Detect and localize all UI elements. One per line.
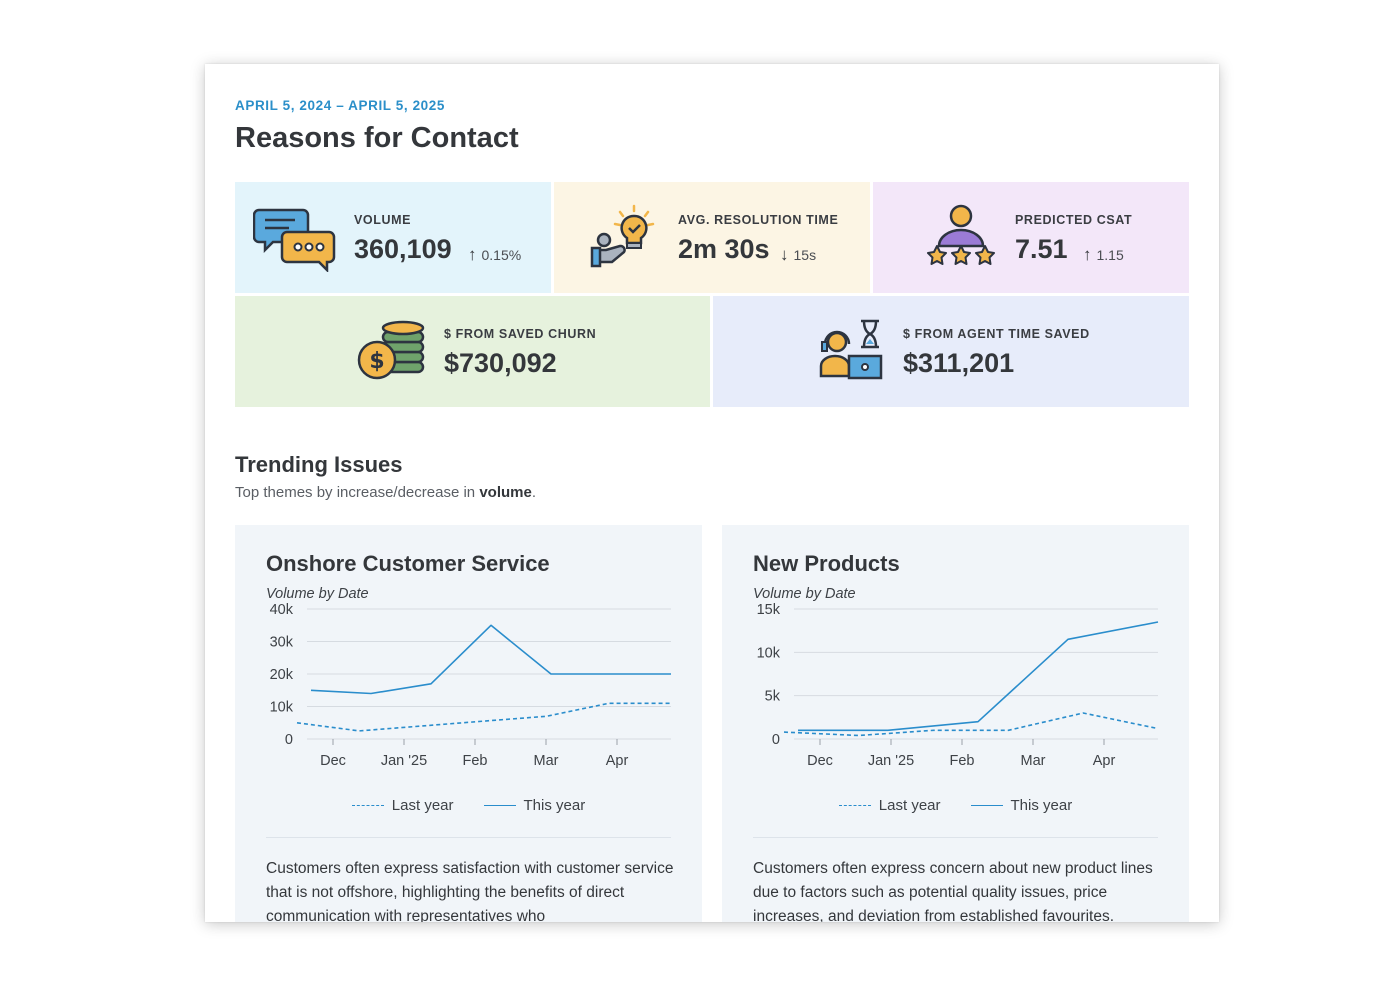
onshore-chart: 40k 30k 20k 10k 0 Dec Jan '25 Feb Mar Apr xyxy=(270,603,671,769)
series-last-year-line xyxy=(296,702,671,732)
y-tick-label: 15k xyxy=(757,603,781,618)
x-tick-label: Dec xyxy=(807,753,833,769)
y-tick-label: 0 xyxy=(772,732,780,748)
page-title: Reasons for Contact xyxy=(235,122,519,154)
kpi-volume-delta: ↑ 0.15% xyxy=(468,245,521,265)
kpi-csat-delta: ↑ 1.15 xyxy=(1083,245,1124,265)
kpi-volume-value: 360,109 xyxy=(354,234,452,264)
arrow-up-icon: ↑ xyxy=(1083,245,1092,264)
legend-this-year[interactable]: This year xyxy=(483,797,586,814)
y-tick-label: 10k xyxy=(757,645,781,661)
panel-subtitle: Volume by Date xyxy=(266,586,369,602)
panel-subtitle: Volume by Date xyxy=(753,586,856,602)
x-tick-label: Jan '25 xyxy=(381,753,427,769)
series-last-year-line xyxy=(783,712,1159,737)
x-tick-label: Apr xyxy=(1093,753,1116,769)
panel-description: Customers often express concern about ne… xyxy=(753,860,1153,922)
series-this-year-line xyxy=(310,624,671,695)
trending-subtitle-suffix: . xyxy=(531,484,536,501)
dashed-line-icon xyxy=(838,805,871,806)
y-tick-label: 40k xyxy=(270,603,294,618)
person-stars-icon xyxy=(927,204,995,265)
kpi-csat-label: PREDICTED CSAT xyxy=(1015,213,1133,227)
divider xyxy=(753,837,1158,838)
kpi-churn-value: $730,092 xyxy=(444,348,557,378)
divider xyxy=(266,837,671,838)
y-tick-label: 30k xyxy=(270,635,294,651)
panel-title: New Products xyxy=(753,551,900,576)
kpi-volume: VOLUME 360,109 ↑ 0.15% xyxy=(235,182,551,293)
solid-line-icon xyxy=(970,805,1003,806)
trending-subtitle: Top themes by increase/decrease in volum… xyxy=(235,484,536,501)
x-tick-label: Feb xyxy=(463,753,488,769)
x-tick-label: Mar xyxy=(1021,753,1046,769)
panel-new-products: New Products Volume by Date 15k 10k 5k 0 Dec… xyxy=(722,525,1189,922)
legend-last-year[interactable]: Last year xyxy=(351,797,454,814)
solid-line-icon xyxy=(483,805,516,806)
trending-title: Trending Issues xyxy=(235,452,403,477)
report-card: APRIL 5, 2024 – APRIL 5, 2025 Reasons fo… xyxy=(205,64,1219,922)
legend-this-year[interactable]: This year xyxy=(970,797,1073,814)
trending-subtitle-bold: volume xyxy=(479,484,532,501)
chat-bubbles-icon xyxy=(253,208,336,272)
kpi-resolution-delta-value: 15s xyxy=(793,247,817,263)
y-tick-label: 0 xyxy=(285,732,293,748)
kpi-volume-label: VOLUME xyxy=(354,213,412,227)
kpi-agent-time-value: $311,201 xyxy=(903,348,1015,378)
kpi-agent-time: $ FROM AGENT TIME SAVED $311,201 xyxy=(713,296,1189,407)
lightbulb-hand-icon xyxy=(590,204,655,268)
trending-subtitle-prefix: Top themes by increase/decrease in xyxy=(235,484,480,501)
panel-title: Onshore Customer Service xyxy=(266,551,550,576)
y-tick-label: 20k xyxy=(270,667,294,683)
new-products-chart: 15k 10k 5k 0 Dec Jan '25 Feb Mar Apr xyxy=(757,603,1159,769)
series-this-year-line xyxy=(798,621,1159,732)
arrow-up-icon: ↑ xyxy=(468,245,477,264)
panel-description: Customers often express satisfaction wit… xyxy=(266,860,674,922)
date-range: APRIL 5, 2024 – APRIL 5, 2025 xyxy=(235,98,446,113)
kpi-csat: PREDICTED CSAT 7.51 ↑ 1.15 xyxy=(873,182,1189,293)
panel-onshore: Onshore Customer Service Volume by Date … xyxy=(235,525,702,922)
kpi-resolution: AVG. RESOLUTION TIME 2m 30s ↓ 15s xyxy=(554,182,870,293)
legend-last-year-label: Last year xyxy=(391,797,454,814)
chart-legend: Last year This year xyxy=(722,797,1189,814)
legend-last-year[interactable]: Last year xyxy=(838,797,941,814)
kpi-csat-delta-value: 1.15 xyxy=(1096,247,1124,263)
coins-icon: $ xyxy=(357,320,425,380)
legend-this-year-label: This year xyxy=(523,797,586,814)
arrow-down-icon: ↓ xyxy=(780,245,789,264)
x-tick-label: Feb xyxy=(950,753,975,769)
kpi-churn-label: $ FROM SAVED CHURN xyxy=(444,327,597,341)
x-tick-label: Mar xyxy=(534,753,559,769)
kpi-resolution-delta: ↓ 15s xyxy=(780,245,816,265)
x-tick-label: Dec xyxy=(320,753,346,769)
kpi-volume-delta-value: 0.15% xyxy=(481,247,522,263)
legend-last-year-label: Last year xyxy=(878,797,941,814)
x-tick-label: Jan '25 xyxy=(868,753,914,769)
legend-this-year-label: This year xyxy=(1010,797,1073,814)
kpi-resolution-value: 2m 30s xyxy=(678,234,770,264)
svg-text:$: $ xyxy=(369,349,384,374)
kpi-csat-value: 7.51 xyxy=(1015,234,1068,264)
chart-legend: Last year This year xyxy=(235,797,702,814)
x-tick-label: Apr xyxy=(606,753,629,769)
kpi-resolution-label: AVG. RESOLUTION TIME xyxy=(678,213,839,227)
kpi-churn: $ $ FROM SAVED CHURN $730,092 xyxy=(235,296,710,407)
y-tick-label: 5k xyxy=(765,689,781,705)
kpi-agent-time-label: $ FROM AGENT TIME SAVED xyxy=(903,327,1090,341)
agent-hourglass-icon xyxy=(819,319,883,380)
y-tick-label: 10k xyxy=(270,700,294,716)
dashed-line-icon xyxy=(351,805,384,806)
